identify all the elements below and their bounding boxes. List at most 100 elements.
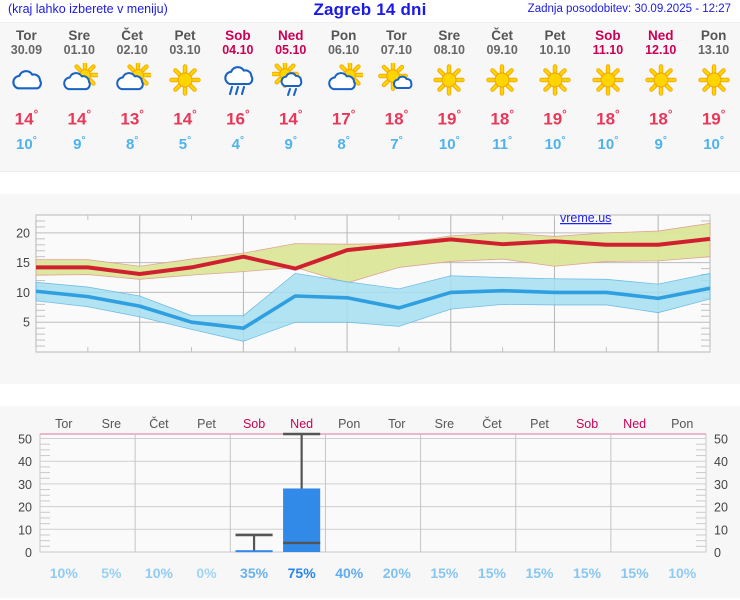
day-temp-max: 18° [490,105,514,130]
precip-bar[interactable] [283,488,321,552]
day-column[interactable]: Pet 10.10 19° 10° [529,23,582,171]
sunny-icon [430,61,468,99]
day-temp-max-value: 14 [278,109,298,129]
y-axis-tick-label-right: 30 [714,478,728,492]
day-temp-min-value: 9 [654,135,663,153]
day-temp-min-value: 7 [390,135,399,153]
day-date: 04.10 [222,43,254,57]
day-column[interactable]: Čet 09.10 18° 11 ° [476,23,529,171]
y-axis-tick-label-left: 50 [18,433,32,447]
day-temp-max-value: 18 [384,109,404,129]
y-axis-tick-label: 15 [16,256,30,270]
day-temp-max-value: 18 [490,109,510,129]
day-temp-min: 5° [179,132,191,154]
day-column[interactable]: Sre 08.10 19° 10° [423,23,476,171]
partly-sunny-icon [60,61,99,99]
day-column[interactable]: Čet 02.10 13° 8° [106,23,159,171]
temperature-line [36,236,711,276]
day-date: 10.10 [539,43,571,57]
precip-day-label: Pon [338,417,360,431]
precip-probability-label: 5% [101,565,122,581]
day-temp-min-value: 10 [438,135,456,153]
day-column[interactable]: Ned 12.10 18° 9° [634,23,687,171]
day-column[interactable]: Tor 30.09 14° 10° [0,23,53,171]
day-temp-min-value: 4 [231,135,240,153]
precip-day-label: Sre [102,417,122,431]
menu-hint: (kraj lahko izberete v meniju) [8,2,168,16]
day-temp-max-value: 19 [701,109,721,129]
precip-probability-label: 20% [383,565,412,581]
precip-day-label: Čet [482,416,502,431]
day-column[interactable]: Tor 07.10 18° 7° [370,23,423,171]
rain-icon [219,61,257,99]
day-temp-max: 18° [596,105,620,130]
day-column[interactable]: Ned 05.10 14° 9° [264,23,317,171]
y-axis-tick-label-right: 40 [714,455,728,469]
partly-sunny-icon [325,61,363,99]
precip-probability-label: 35% [240,565,269,581]
y-axis-tick-label-left: 10 [18,523,32,537]
day-date: 08.10 [433,43,465,57]
temperature-band [35,222,711,284]
precip-day-label: Tor [55,417,72,431]
y-axis-tick-label-left: 20 [18,501,32,515]
y-axis-tick-label-right: 10 [714,523,728,537]
degree-symbol: ° [403,109,409,121]
precip-bar[interactable] [235,550,273,553]
temperature-chart-svg: 5 10 15 20 vreme.us [0,194,740,384]
day-date: 09.10 [486,43,518,57]
day-date: 11.10 [592,43,624,57]
day-date: 01.10 [63,43,95,57]
day-temp-max-value: 19 [543,109,563,129]
precipitation-chart-svg: Tor Sre Čet Pet Sob Ned Pon Tor Sre Čet Pet Sob Ned P… [0,406,740,598]
sunny-icon [166,61,204,99]
degree-symbol: ° [86,109,92,121]
day-column[interactable]: Sre 01.10 14° 9° [53,23,106,171]
y-axis-tick-label-left: 0 [25,546,32,560]
day-temp-max-value: 17 [331,109,351,129]
precip-probability-label: 15% [621,565,650,581]
day-temp-max-value: 18 [648,109,668,129]
day-date: 03.10 [169,43,201,57]
day-temp-min: 10° [598,132,619,154]
day-name: Ned [647,28,674,43]
precip-probability-label: 10% [668,565,697,581]
day-name: Pet [174,28,196,43]
day-column[interactable]: Pon 13.10 19° 10° [687,23,740,171]
day-name: Čet [121,28,144,43]
sunny-icon [589,61,627,99]
day-temp-min: 7° [390,132,402,154]
day-column[interactable]: Pon 06.10 17° 8° [317,23,370,171]
page-title: Zagreb 14 dni [313,0,427,19]
day-temp-max: 14° [15,105,39,130]
degree-symbol: ° [561,134,566,146]
day-temp-min-value: 10 [597,135,615,153]
precip-probability-label: 15% [478,565,507,581]
day-name: Pon [330,28,357,43]
day-temp-min-value: 9 [284,135,293,153]
precip-day-label: Ned [290,417,313,431]
degree-symbol: ° [509,109,514,121]
precip-day-label: Sob [243,417,265,431]
day-column[interactable]: Sob 04.10 16° 4° [211,23,264,171]
y-axis-tick-label: 5 [23,316,30,330]
day-temp-min-value: 8 [337,135,346,153]
last-updated: Zadnja posodobitev: 30.09.2025 - 12:27 [527,3,731,15]
precip-probability-label: 15% [525,565,554,581]
degree-symbol: ° [32,134,37,146]
precip-day-label: Pet [530,417,549,431]
dewpoint-line [35,286,711,330]
y-axis-tick-label-right: 50 [714,433,728,447]
day-name: Sre [68,28,91,43]
precip-day-label: Ned [623,417,646,431]
day-name: Tor [16,28,37,43]
day-name: Čet [491,28,514,43]
degree-symbol: ° [292,134,297,146]
sun-small-cloud-icon [377,61,415,99]
day-column[interactable]: Sob 11.10 18° 10° [581,23,634,171]
degree-symbol: ° [456,109,462,121]
day-temp-min-value: 11 [492,135,509,153]
day-column[interactable]: Pet 03.10 14° 5° [159,23,212,171]
partly-sunny-icon [113,61,152,99]
precip-probability-label: 15% [573,565,602,581]
